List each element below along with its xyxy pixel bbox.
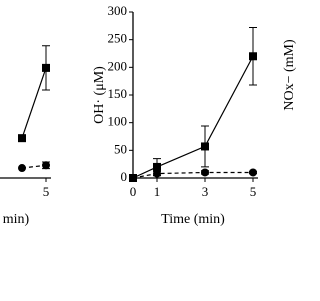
marker: [153, 162, 161, 171]
marker: [42, 63, 50, 72]
marker: [153, 169, 161, 178]
y-axis-label: OH· (μM): [92, 66, 107, 124]
y-axis-label: NOx− (mM): [282, 39, 297, 111]
y-tick-label: 0: [121, 169, 128, 184]
marker: [249, 168, 257, 177]
marker: [42, 161, 50, 170]
series-line: [21, 67, 47, 139]
series-line: [132, 55, 254, 179]
y-tick-label: 200: [108, 58, 128, 73]
marker: [201, 142, 209, 151]
y-tick-label: 100: [108, 114, 128, 129]
x-tick-label: 0: [130, 184, 137, 199]
series-line: [132, 171, 253, 179]
x-tick-label: 1: [154, 184, 161, 199]
marker: [201, 168, 209, 177]
x-axis-label: min): [3, 212, 30, 227]
x-tick-label: 5: [43, 184, 50, 199]
y-tick-label: 300: [108, 3, 128, 18]
y-tick-label: 150: [108, 86, 128, 101]
marker: [129, 174, 137, 182]
marker: [249, 52, 257, 61]
y-tick-label: 50: [114, 141, 127, 156]
marker: [18, 134, 26, 143]
x-tick-label: 3: [202, 184, 209, 199]
y-tick-label: 250: [108, 31, 128, 46]
marker: [18, 164, 26, 173]
x-tick-label: 5: [250, 184, 257, 199]
x-axis-label: Time (min): [161, 212, 225, 227]
